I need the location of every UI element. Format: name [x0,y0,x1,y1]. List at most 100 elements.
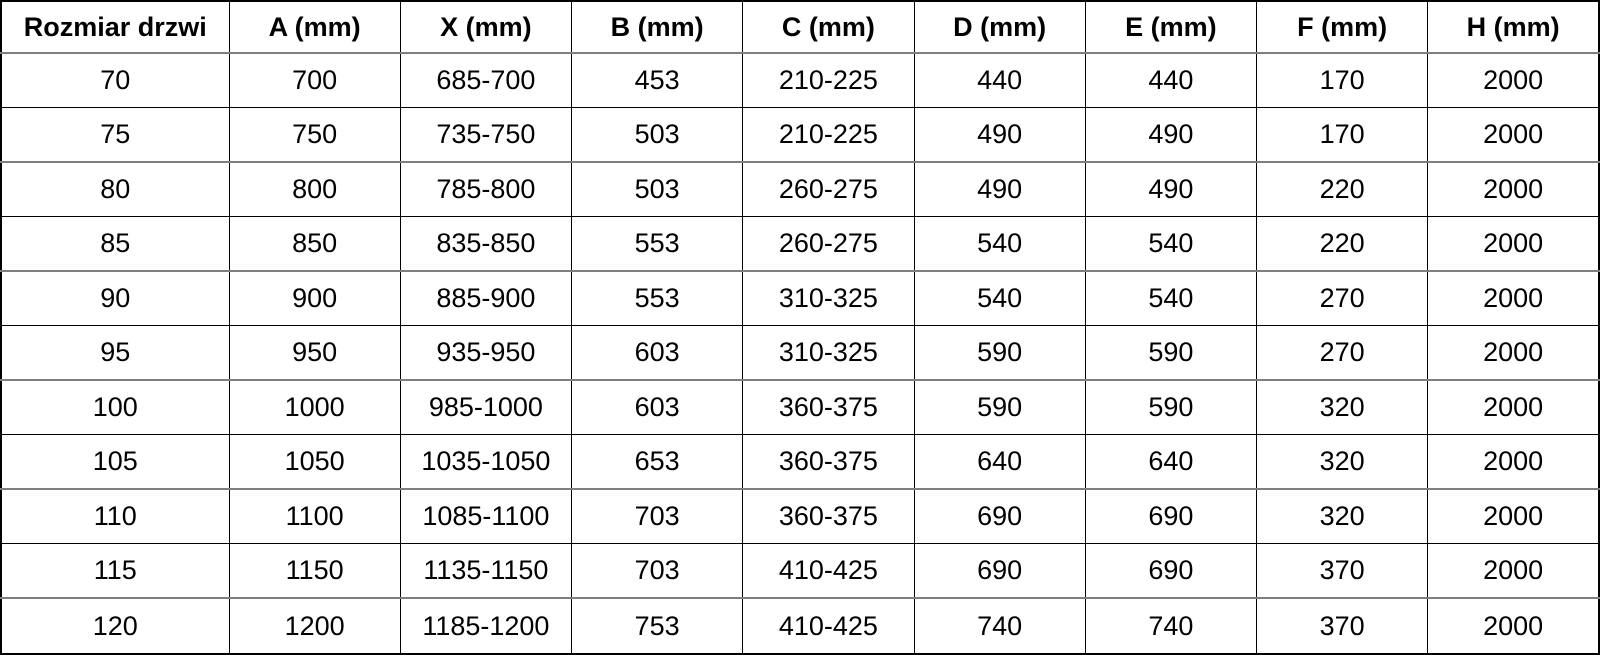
cell: 2000 [1427,107,1600,164]
column-header-c-mm: C (mm) [742,0,915,54]
cell: 220 [1255,216,1429,273]
cell: 220 [1255,161,1429,218]
cell: 640 [1084,434,1258,491]
cell: 2000 [1427,325,1600,382]
table-row: 100 1000 985-1000 603 360-375 590 590 320 2000 [0,379,1600,436]
cell: 703 [570,488,744,545]
cell: 540 [913,216,1086,273]
cell: 740 [913,597,1086,655]
cell: 70 [0,52,230,109]
cell: 1150 [228,543,401,600]
cell: 320 [1255,488,1429,545]
cell: 900 [228,270,401,327]
cell: 490 [913,107,1086,164]
column-header-a-mm: A (mm) [228,0,401,54]
cell: 100 [0,379,230,436]
column-header-x-mm: X (mm) [399,0,573,54]
cell: 490 [1084,107,1258,164]
cell: 603 [570,379,744,436]
cell: 440 [913,52,1086,109]
cell: 553 [570,270,744,327]
cell: 1135-1150 [399,543,573,600]
cell: 2000 [1427,597,1600,655]
cell: 2000 [1427,379,1600,436]
table-row: 115 1150 1135-1150 703 410-425 690 690 370 2000 [0,543,1600,600]
cell: 310-325 [742,325,915,382]
cell: 360-375 [742,434,915,491]
cell: 703 [570,543,744,600]
cell: 653 [570,434,744,491]
cell: 170 [1255,107,1429,164]
cell: 260-275 [742,216,915,273]
cell: 360-375 [742,488,915,545]
cell: 440 [1084,52,1258,109]
cell: 590 [913,379,1086,436]
table-row: 105 1050 1035-1050 653 360-375 640 640 320 2000 [0,434,1600,491]
cell: 75 [0,107,230,164]
cell: 590 [1084,325,1258,382]
cell: 2000 [1427,52,1600,109]
cell: 835-850 [399,216,573,273]
cell: 2000 [1427,543,1600,600]
column-header-h-mm: H (mm) [1427,0,1600,54]
header-row: Rozmiar drzwi A (mm) X (mm) B (mm) C (mm) D (… [0,0,1600,54]
cell: 590 [913,325,1086,382]
cell: 540 [1084,270,1258,327]
cell: 2000 [1427,216,1600,273]
cell: 453 [570,52,744,109]
cell: 90 [0,270,230,327]
column-header-rozmiar-drzwi: Rozmiar drzwi [0,0,230,54]
cell: 320 [1255,434,1429,491]
cell: 640 [913,434,1086,491]
cell: 1035-1050 [399,434,573,491]
cell: 2000 [1427,434,1600,491]
column-header-f-mm: F (mm) [1255,0,1429,54]
cell: 320 [1255,379,1429,436]
cell: 740 [1084,597,1258,655]
cell: 685-700 [399,52,573,109]
cell: 750 [228,107,401,164]
cell: 2000 [1427,270,1600,327]
cell: 735-750 [399,107,573,164]
cell: 540 [913,270,1086,327]
table-row: 80 800 785-800 503 260-275 490 490 220 2000 [0,161,1600,218]
cell: 553 [570,216,744,273]
column-header-d-mm: D (mm) [913,0,1086,54]
cell: 785-800 [399,161,573,218]
table-row: 110 1100 1085-1100 703 360-375 690 690 320 2000 [0,488,1600,545]
cell: 170 [1255,52,1429,109]
cell: 490 [913,161,1086,218]
cell: 753 [570,597,744,655]
cell: 85 [0,216,230,273]
cell: 115 [0,543,230,600]
cell: 105 [0,434,230,491]
cell: 985-1000 [399,379,573,436]
cell: 935-950 [399,325,573,382]
cell: 1200 [228,597,401,655]
cell: 270 [1255,270,1429,327]
cell: 120 [0,597,230,655]
cell: 850 [228,216,401,273]
cell: 690 [913,488,1086,545]
cell: 95 [0,325,230,382]
table-row: 120 1200 1185-1200 753 410-425 740 740 370 2000 [0,597,1600,655]
table-row: 75 750 735-750 503 210-225 490 490 170 2000 [0,107,1600,164]
cell: 950 [228,325,401,382]
cell: 540 [1084,216,1258,273]
cell: 80 [0,161,230,218]
cell: 2000 [1427,161,1600,218]
cell: 690 [1084,488,1258,545]
cell: 1085-1100 [399,488,573,545]
table-row: 95 950 935-950 603 310-325 590 590 270 2000 [0,325,1600,382]
cell: 590 [1084,379,1258,436]
table-row: 85 850 835-850 553 260-275 540 540 220 2000 [0,216,1600,273]
cell: 410-425 [742,543,915,600]
cell: 1050 [228,434,401,491]
cell: 210-225 [742,52,915,109]
cell: 360-375 [742,379,915,436]
cell: 1000 [228,379,401,436]
cell: 410-425 [742,597,915,655]
table-row: 90 900 885-900 553 310-325 540 540 270 2000 [0,270,1600,327]
cell: 490 [1084,161,1258,218]
